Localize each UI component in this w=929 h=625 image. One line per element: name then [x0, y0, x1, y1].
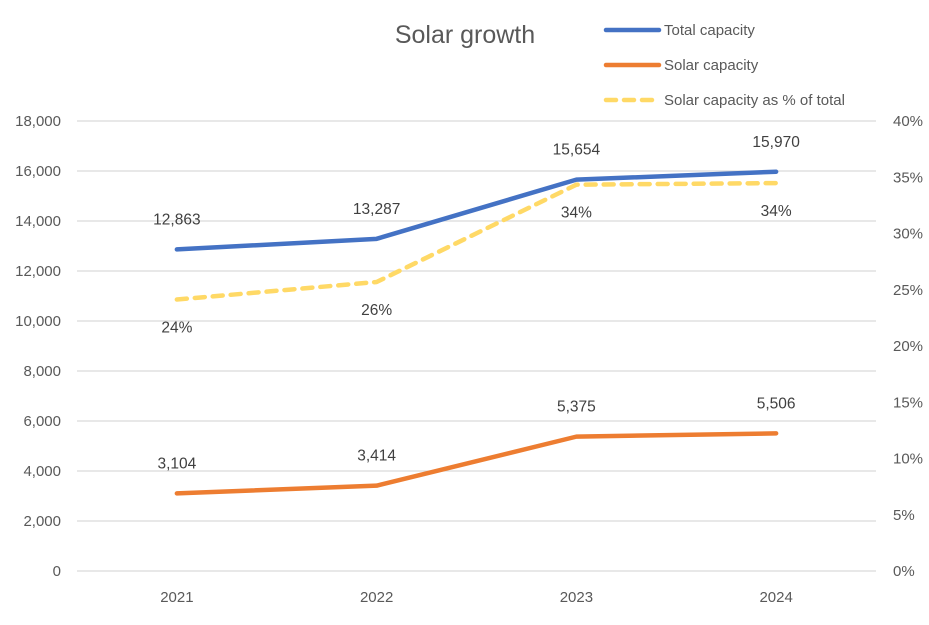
- legend: Total capacity Solar capacity Solar capaci…: [603, 22, 845, 109]
- data-labels: 12,863 13,287 15,654 15,970 3,104 3,414 5,375 5…: [153, 134, 800, 473]
- y2-tick-label: 5%: [893, 507, 915, 524]
- data-label: 15,970: [752, 134, 800, 151]
- data-label: 5,375: [557, 399, 596, 416]
- y2-tick-label: 35%: [893, 169, 923, 186]
- x-axis: 2021 2022 2023 2024: [160, 589, 793, 606]
- y-tick-label: 10,000: [15, 313, 61, 330]
- data-label: 24%: [161, 320, 192, 337]
- chart-title: Solar growth: [395, 21, 535, 49]
- series-line-solar-capacity: [174, 431, 779, 496]
- y2-tick-label: 0%: [893, 563, 915, 580]
- data-label: 3,414: [357, 448, 396, 465]
- legend-label: Solar capacity: [664, 57, 759, 74]
- y2-tick-label: 10%: [893, 451, 923, 468]
- y-tick-label: 0: [53, 563, 61, 580]
- data-label: 5,506: [757, 395, 796, 412]
- x-tick-label: 2021: [160, 589, 193, 606]
- series-line-total-capacity: [174, 169, 779, 252]
- data-label: 3,104: [157, 455, 196, 472]
- legend-label: Solar capacity as % of total: [664, 92, 845, 109]
- y-tick-label: 4,000: [23, 463, 61, 480]
- y2-tick-label: 30%: [893, 226, 923, 243]
- y-tick-label: 2,000: [23, 513, 61, 530]
- y2-tick-label: 15%: [893, 394, 923, 411]
- data-label: 12,863: [153, 211, 200, 228]
- y2-tick-label: 25%: [893, 282, 923, 299]
- data-label: 13,287: [353, 201, 400, 218]
- y-tick-label: 12,000: [15, 263, 61, 280]
- x-tick-label: 2023: [560, 589, 593, 606]
- gridlines: [77, 120, 876, 572]
- y-axis-left: 0 2,000 4,000 6,000 8,000 10,000 12,000 14,000 1…: [15, 113, 61, 580]
- y-tick-label: 14,000: [15, 213, 61, 230]
- series: [174, 169, 779, 496]
- y2-tick-label: 20%: [893, 338, 923, 355]
- data-label: 15,654: [553, 142, 601, 159]
- x-tick-label: 2024: [759, 589, 792, 606]
- y-tick-label: 16,000: [15, 163, 61, 180]
- y-axis-right: 0% 5% 10% 15% 20% 25% 30% 35% 40%: [893, 113, 923, 580]
- data-label: 26%: [361, 302, 392, 319]
- legend-label: Total capacity: [664, 22, 755, 39]
- y-tick-label: 6,000: [23, 413, 61, 430]
- series-line-solar-capacity-as-of-total: [174, 180, 779, 302]
- y2-tick-label: 40%: [893, 113, 923, 130]
- y-tick-label: 8,000: [23, 363, 61, 380]
- data-label: 34%: [761, 203, 792, 220]
- data-label: 34%: [561, 205, 592, 222]
- y-tick-label: 18,000: [15, 113, 61, 130]
- x-tick-label: 2022: [360, 589, 393, 606]
